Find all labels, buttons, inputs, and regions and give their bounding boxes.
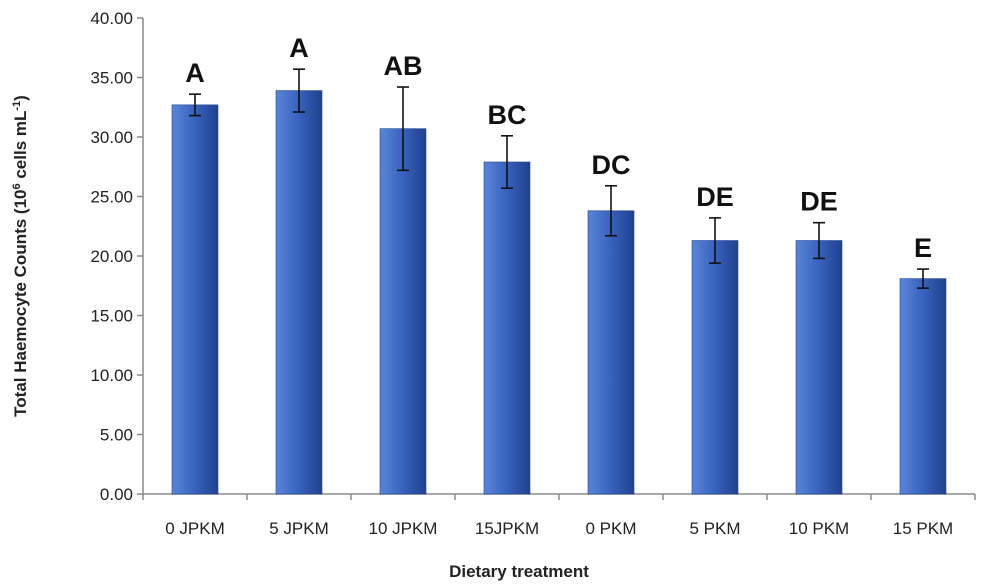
x-axis-title: Dietary treatment bbox=[449, 562, 589, 581]
y-axis-title-exponent-2: -1 bbox=[11, 101, 23, 111]
significance-letter: DE bbox=[800, 187, 838, 217]
bars bbox=[171, 90, 947, 495]
bar bbox=[691, 240, 739, 495]
y-tick-label: 15.00 bbox=[90, 307, 133, 326]
error-bar bbox=[293, 68, 305, 113]
error-bar bbox=[501, 135, 513, 189]
bar bbox=[171, 104, 219, 495]
significance-letter: A bbox=[289, 33, 309, 63]
y-tick-label: 25.00 bbox=[90, 188, 133, 207]
error-bar bbox=[709, 217, 721, 264]
significance-letter: BC bbox=[488, 100, 527, 130]
y-axis-title: Total Haemocyte Counts (106 cells mL-1) bbox=[11, 95, 30, 417]
y-tick-label: 30.00 bbox=[90, 128, 133, 147]
error-bar bbox=[605, 184, 617, 237]
x-tick-label: 10 PKM bbox=[789, 519, 849, 538]
error-bars bbox=[189, 68, 929, 289]
bar bbox=[899, 278, 947, 495]
x-tick-label: 5 JPKM bbox=[269, 519, 329, 538]
significance-letter: A bbox=[185, 58, 205, 88]
significance-letter: DC bbox=[592, 150, 631, 180]
y-tick-label: 10.00 bbox=[90, 366, 133, 385]
y-tick-label: 20.00 bbox=[90, 247, 133, 266]
x-tick-label: 0 JPKM bbox=[165, 519, 225, 538]
x-tick-label: 5 PKM bbox=[689, 519, 740, 538]
bar bbox=[483, 161, 531, 495]
y-axis: 0.00 5.00 10.00 15.00 20.00 25.00 30.00 35.00 40… bbox=[90, 9, 144, 504]
error-bar bbox=[813, 221, 825, 260]
error-bar bbox=[397, 86, 409, 172]
y-axis-title-end: ) bbox=[11, 95, 30, 101]
y-tick-label: 35.00 bbox=[90, 69, 133, 88]
significance-letter: AB bbox=[384, 51, 423, 81]
y-tick-label: 5.00 bbox=[100, 426, 133, 445]
error-bar bbox=[189, 93, 201, 117]
bar bbox=[379, 128, 427, 495]
bar bbox=[587, 210, 635, 495]
x-tick-label: 15 PKM bbox=[893, 519, 953, 538]
bar bbox=[795, 240, 843, 495]
y-axis-title-main: Total Haemocyte Counts (10 bbox=[11, 190, 30, 417]
bar bbox=[275, 90, 323, 495]
x-tick-label: 10 JPKM bbox=[369, 519, 438, 538]
x-tick-label: 0 PKM bbox=[585, 519, 636, 538]
y-axis-title-exponent: 6 bbox=[11, 183, 23, 189]
x-tick-label: 15JPKM bbox=[475, 519, 539, 538]
significance-letter: DE bbox=[696, 182, 734, 212]
significance-letters: A A AB BC DC DE DE E bbox=[185, 33, 932, 263]
y-tick-label: 40.00 bbox=[90, 9, 133, 28]
error-bar bbox=[917, 268, 929, 289]
x-axis: 0 JPKM 5 JPKM 10 JPKM 15JPKM 0 PKM 5 PKM 10 PK… bbox=[142, 493, 976, 538]
significance-letter: E bbox=[914, 233, 932, 263]
y-axis-title-unit: cells mL bbox=[11, 111, 30, 184]
y-tick-label: 0.00 bbox=[100, 485, 133, 504]
